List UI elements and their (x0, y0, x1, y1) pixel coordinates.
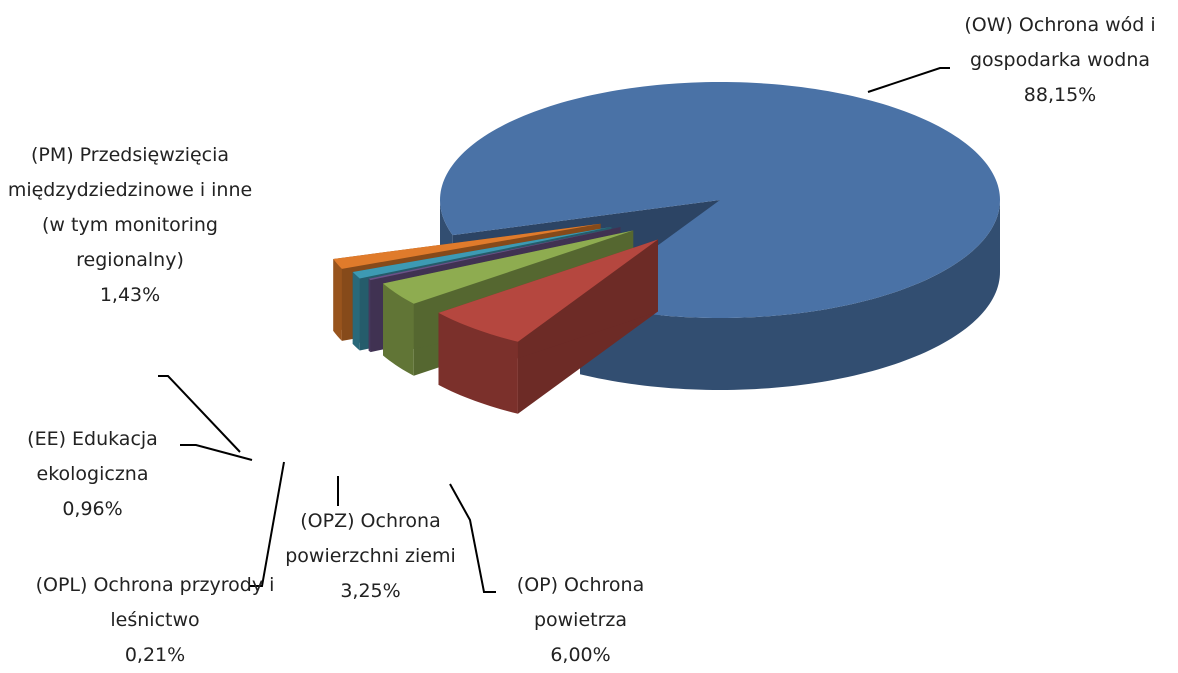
leader-line (449, 483, 496, 593)
value-label: 6,00% (550, 644, 611, 666)
category-label: (EE) Edukacja ekologiczna (27, 428, 158, 485)
leader-line (867, 67, 950, 93)
slice-wall (580, 199, 1000, 390)
value-label: 1,43% (99, 284, 161, 306)
slice (440, 82, 1000, 318)
leader-line (158, 375, 241, 453)
label: (EE) Edukacja ekologiczna 0,96% (0, 422, 185, 527)
value-label: 0,21% (124, 644, 186, 666)
category-label: (OW) Ochrona wód i gospodarka wodna (964, 14, 1156, 71)
value-label: 88,15% (1023, 84, 1097, 106)
slice-wall (368, 278, 371, 353)
leader-line (250, 461, 285, 587)
label: (OPZ) Ochrona powierzchni ziemi 3,25% (268, 504, 473, 609)
leader-line (180, 444, 253, 461)
slice-wall (383, 283, 414, 376)
slice (438, 239, 658, 342)
value-label: 0,96% (62, 498, 123, 520)
category-label: (OPL) Ochrona przyrody i leśnictwo (35, 574, 275, 631)
value-label: 3,25% (340, 580, 401, 602)
category-label: (OPZ) Ochrona powierzchni ziemi (285, 510, 456, 567)
slice (383, 230, 634, 304)
slice (333, 223, 601, 269)
label: (OP) Ochrona powietrza 6,00% (488, 568, 673, 673)
slice-wall (352, 271, 360, 351)
category-label: (OP) Ochrona powietrza (516, 574, 645, 631)
label: (PM) Przedsięwzięcia międzydziedzinowe i… (5, 138, 255, 313)
label: (OW) Ochrona wód i gospodarka wodna 88,15… (940, 8, 1178, 113)
slice-wall (438, 312, 518, 414)
category-label: (PM) Przedsięwzięcia międzydziedzinowe i… (7, 144, 253, 271)
slice (352, 226, 612, 279)
slice-wall (333, 258, 342, 341)
label: (OPL) Ochrona przyrody i leśnictwo 0,21% (35, 568, 275, 673)
slice (368, 227, 621, 281)
